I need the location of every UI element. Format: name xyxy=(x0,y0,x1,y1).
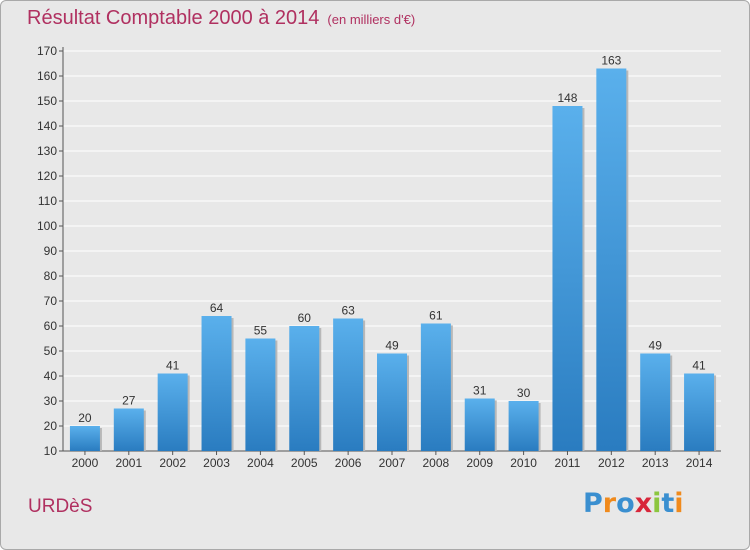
data-label: 31 xyxy=(473,384,487,398)
bar xyxy=(684,373,715,451)
bar xyxy=(552,106,583,451)
bar xyxy=(420,323,451,451)
x-tick-label: 2014 xyxy=(686,456,713,470)
y-tick-label: 50 xyxy=(44,344,58,358)
x-tick-label: 2012 xyxy=(598,456,625,470)
data-label: 41 xyxy=(692,359,706,373)
logo-letter: r xyxy=(602,488,617,519)
y-tick-label: 170 xyxy=(37,44,57,58)
y-tick-label: 130 xyxy=(37,144,57,158)
y-tick-label: 160 xyxy=(37,69,57,83)
y-tick-label: 80 xyxy=(44,269,58,283)
logo-letter: o xyxy=(616,488,635,519)
logo-letter: i xyxy=(652,488,662,519)
y-tick-label: 120 xyxy=(37,169,57,183)
data-label: 30 xyxy=(517,386,531,400)
data-label: 60 xyxy=(298,311,312,325)
bar xyxy=(289,326,320,451)
data-label: 27 xyxy=(122,394,136,408)
bar xyxy=(377,353,407,451)
logo-letter: x xyxy=(634,488,653,519)
bar xyxy=(113,408,144,451)
x-tick-label: 2013 xyxy=(642,456,669,470)
bar xyxy=(245,338,276,451)
x-tick-label: 2001 xyxy=(115,456,142,470)
x-tick-label: 2002 xyxy=(159,456,186,470)
commune-name: URDèS xyxy=(28,496,93,517)
y-tick-label: 110 xyxy=(38,194,57,208)
y-tick-label: 140 xyxy=(37,119,57,133)
bar xyxy=(157,373,188,451)
bar xyxy=(69,426,100,451)
logo-letter: t xyxy=(661,488,675,519)
data-label: 20 xyxy=(78,411,92,425)
data-label: 49 xyxy=(649,339,663,353)
x-tick-label: 2005 xyxy=(291,456,318,470)
y-tick-label: 20 xyxy=(44,419,58,433)
y-tick-label: 10 xyxy=(44,444,58,458)
bar xyxy=(333,318,364,451)
data-label: 63 xyxy=(341,304,355,318)
bar xyxy=(201,316,232,451)
proxiti-logo[interactable]: Proxiti xyxy=(583,488,684,519)
data-label: 55 xyxy=(254,324,268,338)
chart-title-text: Résultat Comptable 2000 à 2014 xyxy=(27,7,320,29)
data-label: 148 xyxy=(557,91,577,105)
chart-subtitle: (en milliers d'€) xyxy=(327,12,416,27)
y-tick-label: 30 xyxy=(44,394,58,408)
x-tick-label: 2010 xyxy=(510,456,537,470)
data-label: 49 xyxy=(385,339,399,353)
x-tick-label: 2008 xyxy=(423,456,450,470)
data-label: 61 xyxy=(429,309,443,323)
bar xyxy=(464,398,495,451)
y-tick-label: 150 xyxy=(37,94,57,108)
x-tick-label: 2000 xyxy=(72,456,99,470)
bar xyxy=(508,401,539,451)
y-tick-label: 100 xyxy=(37,219,57,233)
x-tick-label: 2007 xyxy=(379,456,406,470)
x-tick-label: 2003 xyxy=(203,456,230,470)
data-label: 41 xyxy=(166,359,180,373)
x-tick-label: 2011 xyxy=(555,456,581,470)
y-tick-label: 90 xyxy=(44,244,58,258)
x-tick-label: 2006 xyxy=(335,456,362,470)
y-tick-label: 60 xyxy=(44,319,58,333)
data-label: 64 xyxy=(210,301,224,315)
bar xyxy=(640,353,671,451)
data-label: 163 xyxy=(601,54,621,68)
y-tick-label: 40 xyxy=(44,369,58,383)
logo-letter: P xyxy=(583,488,603,519)
y-tick-label: 70 xyxy=(44,294,58,308)
x-tick-label: 2009 xyxy=(466,456,493,470)
chart-title: Résultat Comptable 2000 à 2014 (en millie… xyxy=(27,7,415,30)
x-tick-label: 2004 xyxy=(247,456,274,470)
logo-letter: i xyxy=(674,488,684,519)
bar xyxy=(596,68,627,451)
